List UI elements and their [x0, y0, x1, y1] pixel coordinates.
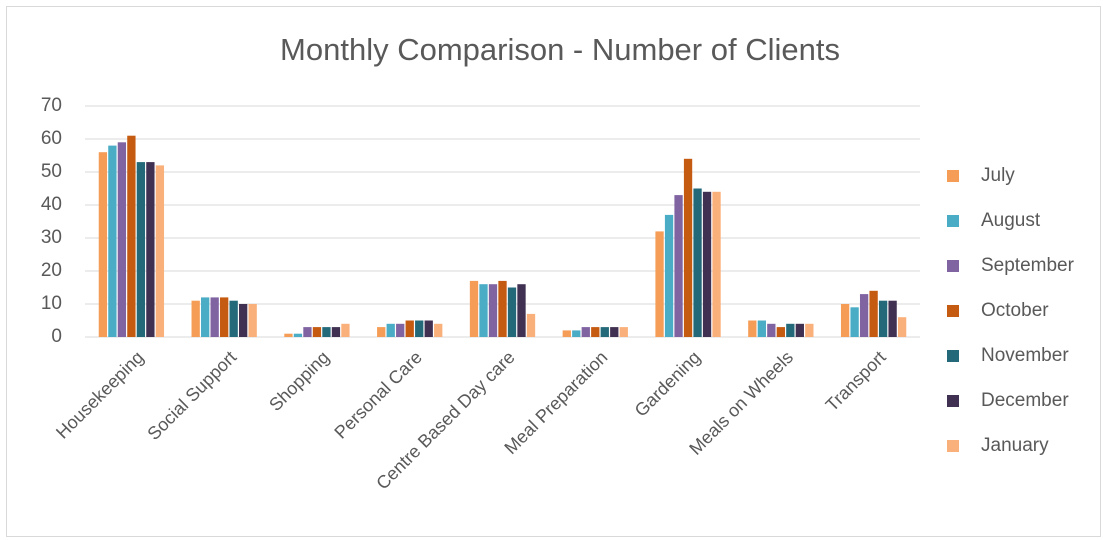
bar — [396, 323, 405, 337]
bar — [117, 142, 127, 337]
legend-label: December — [981, 390, 1069, 411]
bar — [405, 320, 414, 337]
legend-swatch — [947, 305, 959, 317]
bar — [517, 284, 526, 337]
y-tick-label: 10 — [41, 293, 62, 314]
bar — [239, 304, 248, 337]
bar — [786, 323, 795, 337]
bar — [897, 317, 907, 337]
bar — [581, 327, 590, 337]
chart-title: Monthly Comparison - Number of Clients — [280, 32, 840, 67]
bar — [664, 214, 674, 337]
bar — [424, 320, 433, 337]
legend-label: October — [981, 300, 1049, 321]
bar — [415, 320, 424, 337]
bar — [840, 304, 850, 337]
bar — [322, 327, 331, 337]
bar — [201, 297, 210, 337]
legend-swatch — [947, 440, 959, 452]
y-tick-label: 60 — [41, 128, 62, 149]
bar — [248, 304, 257, 337]
bar — [479, 284, 488, 337]
bar — [850, 307, 859, 337]
bar — [767, 323, 776, 337]
bar — [191, 300, 200, 337]
bar — [878, 300, 888, 337]
legend-swatch — [947, 350, 959, 362]
bar — [220, 297, 229, 337]
legend-label: September — [981, 255, 1075, 276]
legend-swatch — [947, 215, 959, 227]
bar — [210, 297, 219, 337]
legend-swatch — [947, 260, 959, 272]
bar — [674, 195, 683, 337]
bar — [655, 231, 664, 337]
y-tick-label: 20 — [41, 260, 62, 281]
bar — [377, 327, 386, 337]
bar — [702, 191, 712, 337]
y-tick-label: 50 — [41, 161, 62, 182]
bar — [498, 280, 507, 337]
y-tick-label: 30 — [41, 227, 62, 248]
bar — [526, 313, 536, 337]
legend-label: November — [981, 345, 1069, 366]
y-tick-label: 40 — [41, 194, 62, 215]
bar — [303, 327, 312, 337]
bar — [488, 284, 498, 337]
bar — [619, 327, 628, 337]
bar — [507, 287, 517, 337]
bar — [341, 323, 350, 337]
bar — [805, 323, 814, 337]
bar — [610, 327, 619, 337]
y-tick-label: 70 — [41, 95, 62, 116]
bar — [748, 320, 757, 337]
bar — [284, 333, 293, 337]
bar — [434, 323, 443, 337]
legend-swatch — [947, 395, 959, 407]
bar — [600, 327, 609, 337]
bar — [386, 323, 395, 337]
bar — [136, 162, 146, 337]
bar — [98, 152, 108, 337]
bar — [757, 320, 766, 337]
bar — [683, 158, 693, 337]
bar — [572, 330, 581, 337]
bar — [562, 330, 571, 337]
legend-label: July — [981, 165, 1015, 186]
bar — [591, 327, 600, 337]
bar — [127, 135, 136, 337]
bar — [859, 294, 869, 337]
bar — [312, 327, 322, 337]
y-tick-label: 0 — [51, 326, 62, 347]
bar — [108, 145, 117, 337]
bar — [293, 333, 303, 337]
bar — [155, 165, 165, 337]
bar — [331, 327, 341, 337]
bar — [693, 188, 702, 337]
legend-label: January — [981, 435, 1049, 456]
bar — [712, 191, 721, 337]
bar — [469, 280, 479, 337]
legend-label: August — [981, 210, 1041, 231]
bar — [776, 327, 785, 337]
bar — [229, 300, 238, 337]
bar — [888, 300, 897, 337]
legend-swatch — [947, 170, 959, 182]
bar — [869, 290, 878, 337]
bar — [146, 162, 155, 337]
bar — [795, 323, 804, 337]
